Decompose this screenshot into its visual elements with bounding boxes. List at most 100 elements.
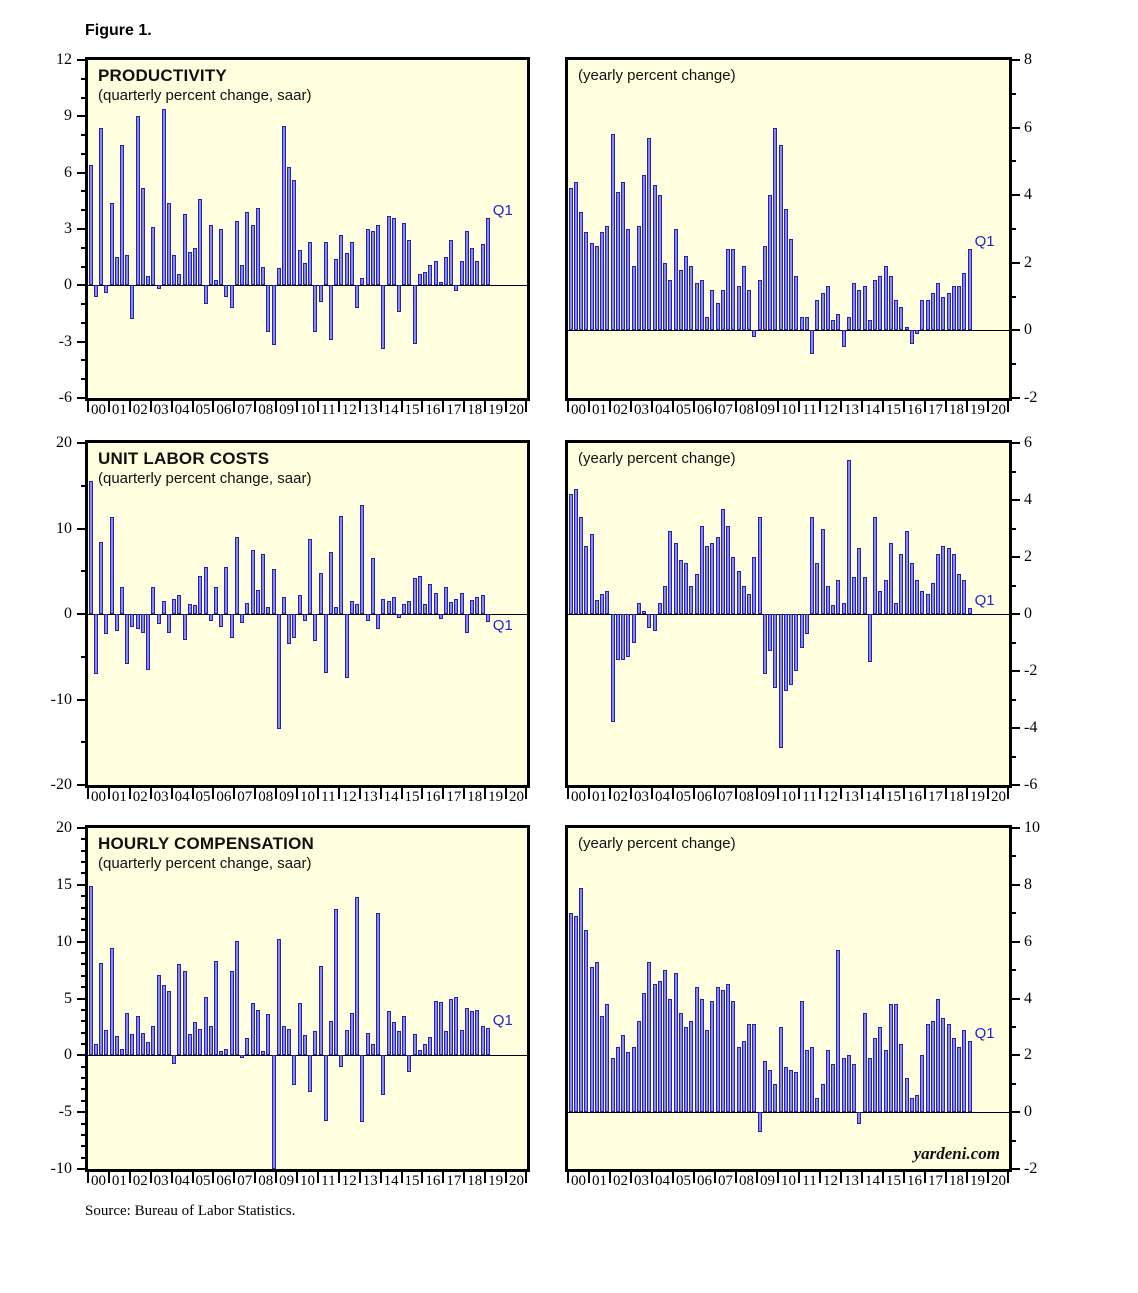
y-axis-label: -20 [50,776,72,793]
bar [846,1055,851,1113]
bar [412,578,417,614]
yardeni-watermark: yardeni.com [913,1144,1000,1163]
bar [768,195,773,331]
y-axis-label: -6 [1024,776,1038,793]
x-year-tick [840,401,842,412]
y-major-tick [1012,59,1020,61]
bar [799,614,804,649]
y-axis-label: 0 [1024,321,1032,339]
y-minor-tick [81,655,85,658]
x-axis-year-label: 16 [907,402,922,418]
x-year-tick [735,1172,737,1183]
bar [281,596,286,614]
bar [741,266,746,331]
x-axis-year-label: 18 [949,402,964,418]
bar [261,266,266,286]
bar [600,594,605,614]
x-year-tick [87,788,89,799]
y-axis-label: -2 [1024,662,1038,679]
bar [699,998,704,1113]
bar [720,289,725,331]
bar [715,987,720,1113]
x-year-tick [567,788,569,799]
x-axis-year-label: 05 [676,402,691,418]
bar [626,1052,631,1113]
x-year-tick [882,788,884,799]
bar [308,538,313,614]
y-major-tick [1012,784,1020,786]
x-year-tick [191,1172,194,1183]
bar [423,1043,428,1056]
bar [621,1035,626,1113]
x-axis-year-label: 11 [802,789,817,805]
y-axis-label: -2 [1024,1160,1038,1177]
chart-subtitle: (yearly percent change) [578,67,736,84]
bar [762,614,767,674]
bar [229,614,234,638]
bar [736,286,741,331]
bar [459,1030,464,1056]
bar [857,1112,862,1124]
bar [673,542,678,614]
bar [699,525,704,614]
bar [636,1021,641,1113]
bar [568,188,573,331]
x-year-tick [924,788,926,799]
bar [610,134,615,331]
bar [904,531,909,614]
bar [925,1024,930,1113]
bar [647,961,652,1113]
bar [438,281,443,286]
bar [475,596,480,614]
bar [778,144,783,331]
y-major-tick [1012,261,1020,264]
y-minor-tick [1012,1082,1016,1085]
bar [208,614,213,621]
source-note: Source: Bureau of Labor Statistics. [85,1203,296,1219]
y-major-tick [77,940,85,943]
bar [584,232,589,331]
x-axis-year-label: 20 [509,402,525,418]
x-axis-year-label: 00 [90,402,106,418]
bar [125,255,130,286]
y-major-tick [77,1054,85,1057]
bar [957,286,962,331]
bar [762,245,767,331]
bar [130,614,135,627]
chart-header: (yearly percent change) [578,449,736,467]
x-axis-year-label: 05 [195,402,211,418]
bar [642,611,647,614]
y-minor-tick [1012,228,1016,230]
x-axis-year-label: 11 [802,1173,817,1189]
x-year-tick [609,788,611,799]
x-axis-year-label: 03 [153,789,169,805]
x-axis-year-label: 20 [509,789,525,805]
bar [151,1025,156,1056]
x-axis-year-label: 07 [237,402,253,418]
bar [699,279,704,331]
bar [386,601,391,614]
x-year-tick [651,1172,653,1183]
x-year-tick [903,788,905,799]
y-major-tick [1012,1111,1020,1114]
bar [224,1048,229,1056]
bar [757,517,762,614]
bar [579,517,584,614]
bar [573,488,578,614]
y-minor-tick [81,1156,85,1159]
x-axis-year-label: 04 [655,1173,670,1189]
y-axis-label: -6 [58,389,72,406]
bar [475,260,480,286]
bar [459,260,464,286]
x-year-tick [630,788,632,799]
x-axis-year-label: 15 [886,402,901,418]
bar [292,1055,297,1085]
y-axis-label: -2 [1024,389,1038,406]
x-axis-year-label: 03 [153,402,169,418]
x-axis-year-label: 08 [739,789,754,805]
bar [329,551,334,614]
x-year-tick [966,401,968,412]
x-year-tick [149,401,152,412]
x-axis-year-label: 00 [571,789,586,805]
chart-subtitle: (yearly percent change) [578,835,736,852]
